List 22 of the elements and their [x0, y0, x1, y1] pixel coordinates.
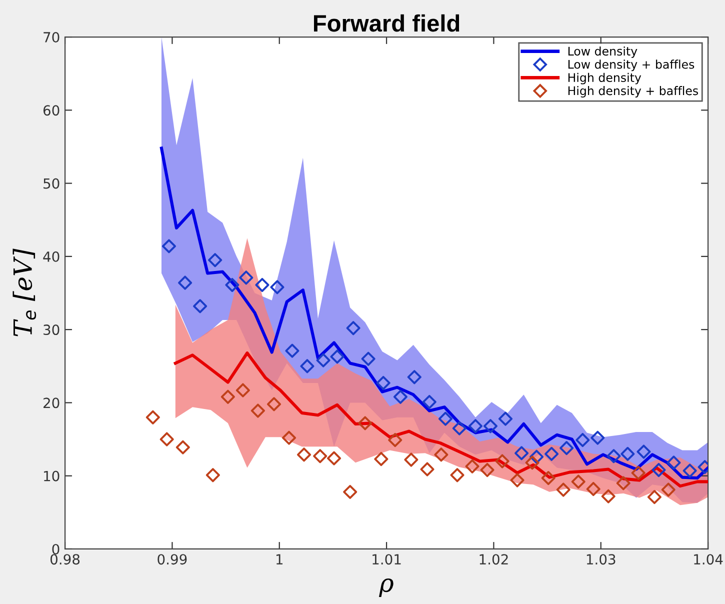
chart-title: Forward field: [314, 14, 460, 32]
x-tick-label: 0.98: [50, 554, 80, 565]
x-tick-label: 0.99: [158, 554, 187, 565]
y-tick-label: 0: [52, 544, 60, 554]
y-tick-label: 30: [44, 324, 60, 336]
y-tick-label: 40: [43, 251, 60, 262]
legend-label: Low density: [568, 46, 638, 58]
y-tick-label: 10: [44, 470, 60, 482]
legend-label: Low density + baffles: [568, 60, 694, 72]
y-tick-label: 70: [44, 32, 60, 42]
y-tick-label: 50: [44, 178, 60, 189]
x-tick-label: 1.04: [694, 554, 723, 565]
legend-label: High density + baffles: [568, 86, 698, 98]
y-axis-title: T$_{e}$ [eV]: [12, 248, 36, 336]
y-tick-label: 60: [43, 105, 60, 116]
x-axis-title: ρ: [378, 578, 394, 598]
x-tick-label: 1: [276, 554, 283, 564]
x-tick-label: 1.02: [480, 554, 508, 565]
legend-label: High density: [568, 72, 642, 84]
x-tick-label: 1.03: [586, 554, 616, 565]
x-tick-label: 1.01: [372, 554, 401, 565]
y-tick-label: 20: [44, 398, 60, 408]
